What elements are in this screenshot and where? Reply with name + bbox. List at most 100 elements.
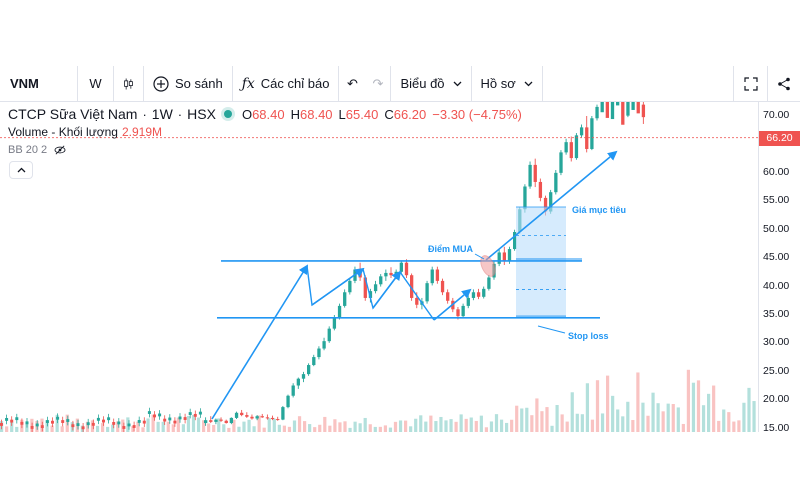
undo-button[interactable]: ↶ [339,66,365,102]
candle [641,104,646,118]
volume-bar [560,414,564,432]
chevron-down-icon [453,81,461,86]
top-toolbar: VNM W So sánh ƒx Các chỉ báo ↶ ↷ Biểu đồ… [0,65,800,102]
price-tick-label: 45.00 [763,251,790,264]
candle [595,106,599,119]
volume-bar [186,415,191,432]
trend-arrow [485,150,618,261]
symbol-search-button[interactable]: VNM [0,65,78,102]
volume-bar [656,403,660,432]
volume-bar [247,419,251,432]
close-label: C [384,106,394,122]
volume-bar [55,414,59,432]
volume-bar [232,419,236,432]
chart-style-button[interactable] [114,65,144,102]
volume-bar [191,415,196,432]
chart-type-menu[interactable]: Biểu đồ [391,65,472,102]
volume-bar [156,421,160,432]
volume-bar [545,407,549,432]
candle [415,297,419,305]
price-chart[interactable]: Điểm MUA Giá mục tiêu Stop loss [0,102,800,432]
candle [35,423,39,427]
candle [168,417,172,421]
volume-bar [202,420,206,432]
volume-bar [101,423,105,432]
candle [404,262,409,276]
interval-label: W [89,76,102,91]
volume-bar [474,420,478,432]
price-axis[interactable]: 70.0065.0060.0055.0050.0045.0040.0035.00… [758,102,800,434]
volume-bar [207,423,211,432]
volume-bar [595,380,600,432]
legend-interval: 1W [151,106,173,122]
candle [538,181,543,198]
collapse-legend-button[interactable] [9,161,33,179]
volume-bar [600,413,605,432]
volume-bar [707,393,711,432]
candle [30,426,34,429]
candle [621,102,625,125]
volume-bar [348,427,352,432]
volume-bar [494,414,499,432]
volume-bar [383,425,387,432]
candle [616,102,620,106]
volume-bar [373,426,377,432]
indicators-button[interactable]: ƒx Các chỉ báo [233,65,340,102]
profile-menu[interactable]: Hồ sơ [472,65,543,102]
eye-off-icon[interactable] [53,145,67,155]
candle [528,164,532,187]
candle [373,284,378,292]
candle [61,420,65,423]
share-button[interactable] [768,66,800,102]
volume-bar [717,420,721,432]
open-value: 68.40 [252,106,285,122]
volume-bar [217,418,221,432]
candle [446,292,450,301]
candle [631,102,635,110]
volume-bar [439,416,443,432]
compare-button[interactable]: So sánh [144,65,233,102]
price-tick-label: 55.00 [763,194,790,207]
volume-bar [282,425,286,432]
price-tick-label: 70.00 [763,109,790,121]
separator-dot: · [142,106,147,122]
candle [554,172,558,193]
candle [585,127,589,149]
volume-bar [449,419,453,432]
volume-bar [434,421,438,432]
volume-legend[interactable]: Volume - Khối lượng 2.919M [8,123,528,141]
candle [281,407,285,420]
volume-bar [646,415,650,432]
candle [142,420,146,424]
volume-bar [343,421,347,432]
redo-button[interactable]: ↷ [365,65,392,102]
volume-bar [701,405,706,432]
volume-bar [338,422,342,432]
buy-point-label: Điểm MUA [428,244,474,254]
undo-icon: ↶ [346,75,358,91]
candle [348,280,352,293]
candle [96,417,100,421]
high-label: H [290,106,300,122]
interval-button[interactable]: W [78,65,114,102]
price-tick-label: 40.00 [763,279,790,292]
candle [15,417,19,421]
candle [307,365,311,375]
price-tick-label: 50.00 [763,222,790,235]
candle [569,142,573,159]
close-value: 66.20 [393,106,427,122]
fullscreen-button[interactable] [734,65,768,102]
candle [312,357,316,366]
volume-bar [611,395,615,432]
change-value: −3.30 (−4.75%) [432,106,522,122]
candle [461,305,465,317]
candle [250,416,254,419]
candle [343,292,347,306]
candle [564,142,568,153]
volume-bar [181,424,185,432]
volume-bar [580,414,584,432]
bb-legend[interactable]: BB 20 2 [8,141,528,159]
stop-loss-label: Stop loss [568,331,609,341]
separator-dot: · [177,106,183,122]
volume-bar [227,427,231,432]
